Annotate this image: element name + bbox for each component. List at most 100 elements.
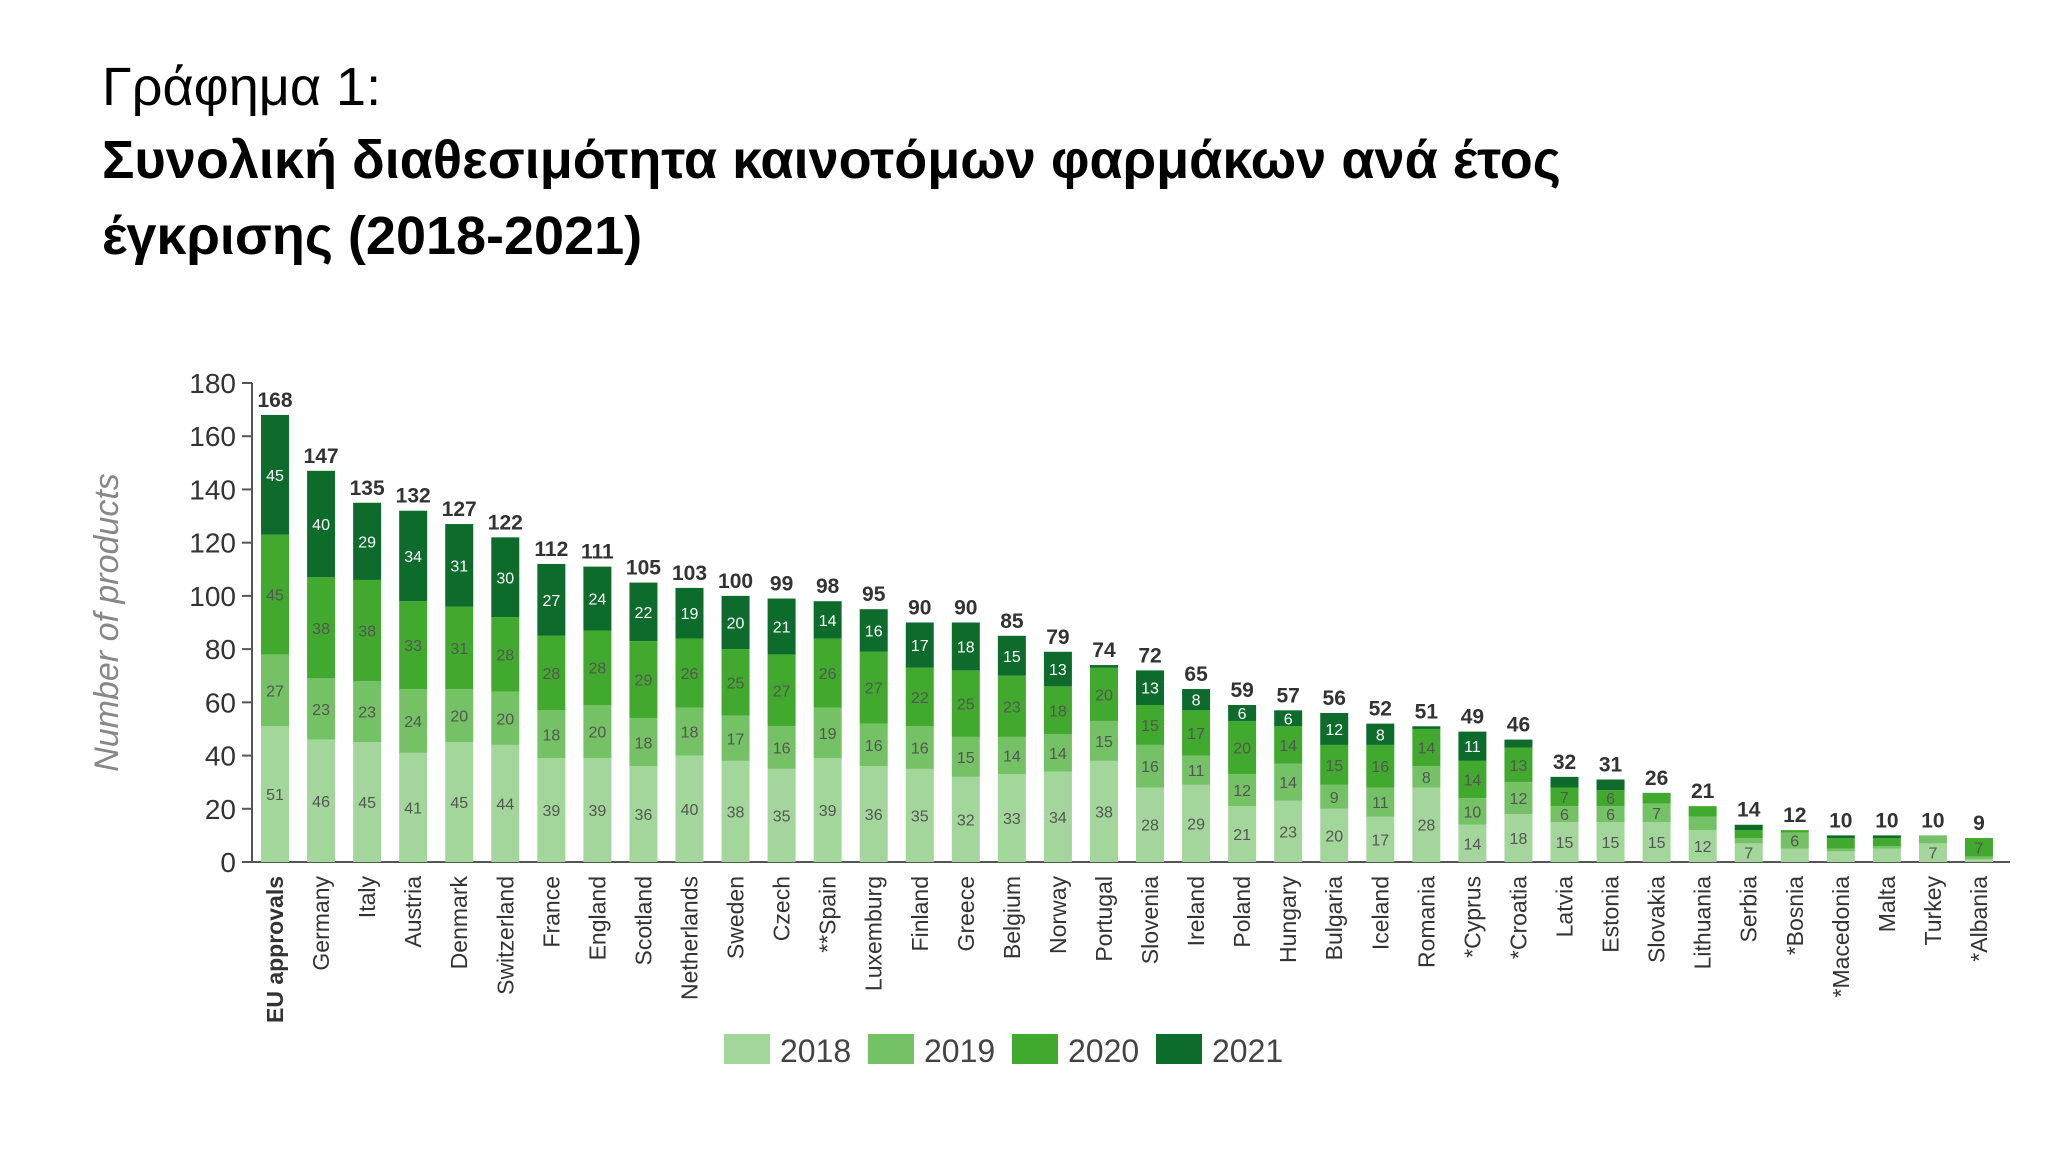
segment-value-label: 6 xyxy=(1790,834,1799,851)
category-label: *Macedonia xyxy=(1828,876,1854,998)
bar-segment-2018 xyxy=(1826,851,1855,862)
segment-value-label: 8 xyxy=(1192,693,1201,710)
bar-segment-2021 xyxy=(399,510,428,602)
bar-total-label: 122 xyxy=(488,511,523,534)
bar-segment-2018 xyxy=(1182,784,1211,862)
bar-total-label: 59 xyxy=(1230,679,1253,702)
bar-total-label: 168 xyxy=(258,389,293,412)
bar-segment-2018 xyxy=(997,774,1026,862)
segment-value-label: 28 xyxy=(1417,818,1435,835)
bar-segment-2020 xyxy=(1089,667,1118,721)
bar-segment-2020 xyxy=(1734,830,1763,839)
segment-value-label: 18 xyxy=(635,735,653,752)
bar-segment-2018 xyxy=(675,755,704,862)
segment-value-label: 28 xyxy=(1141,818,1159,835)
segment-value-label: 38 xyxy=(727,804,745,821)
bar-segment-2018 xyxy=(1320,808,1349,862)
chart-bars: 5127454516846233840147452338291354124333… xyxy=(258,389,1993,863)
bar-segment-2019 xyxy=(1089,720,1118,761)
bar-total-label: 90 xyxy=(954,597,977,620)
bar-segment-2020 xyxy=(721,649,750,716)
category-label: Estonia xyxy=(1598,876,1624,953)
segment-value-label: 17 xyxy=(1371,832,1389,849)
bar-segment-2020 xyxy=(1826,838,1855,849)
bar-segment-2019 xyxy=(951,736,980,777)
bar-segment-2020 xyxy=(629,641,658,719)
category-label: Poland xyxy=(1229,876,1255,948)
bar-segment-2021 xyxy=(1412,726,1441,729)
category-label: Denmark xyxy=(446,876,472,970)
y-tick-label: 100 xyxy=(189,581,236,612)
segment-value-label: 27 xyxy=(865,681,883,698)
bar-segment-2018 xyxy=(813,758,842,862)
segment-value-label: 16 xyxy=(865,738,883,755)
bar-segment-2020 xyxy=(767,654,796,727)
bar-total-label: 14 xyxy=(1737,799,1761,822)
bar-segment-2019 xyxy=(307,678,336,740)
bar-segment-2021 xyxy=(859,609,888,652)
category-label: Finland xyxy=(907,876,933,951)
segment-value-label: 14 xyxy=(1463,773,1481,790)
bar-segment-2019 xyxy=(859,723,888,767)
bar-total-label: 132 xyxy=(396,485,431,508)
segment-value-label: 39 xyxy=(819,803,837,820)
segment-value-label: 18 xyxy=(681,725,699,742)
bar-segment-2019 xyxy=(1228,774,1257,807)
bar-segment-2021 xyxy=(261,414,290,535)
segment-value-label: 15 xyxy=(1556,835,1574,852)
bar-segment-2021 xyxy=(721,595,750,650)
segment-value-label: 38 xyxy=(312,621,330,638)
bar-segment-2021 xyxy=(1550,776,1579,788)
segment-value-label: 23 xyxy=(358,705,376,722)
bar-total-label: 52 xyxy=(1369,698,1392,721)
bar-segment-2020 xyxy=(583,630,612,705)
bar-segment-2021 xyxy=(1872,835,1901,839)
bar-segment-2019 xyxy=(813,707,842,759)
bar-segment-2019 xyxy=(1596,806,1625,823)
bar-segment-2019 xyxy=(1136,744,1165,788)
segment-value-label: 15 xyxy=(1003,649,1021,666)
y-tick-label: 180 xyxy=(189,368,236,399)
y-tick-label: 60 xyxy=(205,687,236,718)
legend-label-2021: 2021 xyxy=(1212,1033,1283,1069)
segment-value-label: 24 xyxy=(404,714,422,731)
category-label: *Croatia xyxy=(1505,876,1531,959)
segment-value-label: 12 xyxy=(1325,722,1343,739)
segment-value-label: 30 xyxy=(496,570,514,587)
y-axis-label: Number of products xyxy=(88,473,126,772)
segment-value-label: 22 xyxy=(635,605,653,622)
segment-value-label: 27 xyxy=(266,683,284,700)
y-tick-label: 0 xyxy=(220,847,236,878)
bar-segment-2018 xyxy=(1642,822,1671,862)
category-label: Ireland xyxy=(1183,876,1209,946)
bar-segment-2018 xyxy=(399,752,428,862)
segment-value-label: 13 xyxy=(1049,662,1067,679)
bar-total-label: 98 xyxy=(816,575,840,598)
segment-value-label: 24 xyxy=(588,592,606,609)
segment-value-label: 19 xyxy=(819,726,837,743)
category-label: Luxemburg xyxy=(861,876,887,991)
segment-value-label: 16 xyxy=(865,623,883,640)
segment-value-label: 25 xyxy=(957,697,975,714)
category-label: Slovenia xyxy=(1137,876,1163,964)
segment-value-label: 29 xyxy=(635,673,653,690)
category-label: *Bosnia xyxy=(1782,876,1808,955)
bar-segment-2018 xyxy=(1872,848,1901,862)
bar-segment-2020 xyxy=(1043,686,1072,735)
bar-segment-2019 xyxy=(1688,816,1717,831)
segment-value-label: 21 xyxy=(1233,827,1251,844)
bar-segment-2019 xyxy=(537,710,566,759)
bar-segment-2019 xyxy=(1274,763,1303,801)
segment-value-label: 33 xyxy=(404,638,422,655)
bar-segment-2019 xyxy=(1366,787,1395,817)
legend-swatch-2018 xyxy=(724,1034,770,1064)
category-label: *Cyprus xyxy=(1459,876,1485,958)
segment-value-label: 23 xyxy=(1003,699,1021,716)
legend-label-2020: 2020 xyxy=(1068,1033,1139,1069)
segment-value-label: 7 xyxy=(1652,806,1661,823)
chart-heading: Γράφημα 1: Συνολική διαθεσιμότητα καινοτ… xyxy=(102,52,1902,274)
bar-total-label: 103 xyxy=(672,562,707,585)
segment-value-label: 51 xyxy=(266,787,284,804)
y-tick-label: 40 xyxy=(205,741,236,772)
bar-segment-2021 xyxy=(1182,689,1211,711)
